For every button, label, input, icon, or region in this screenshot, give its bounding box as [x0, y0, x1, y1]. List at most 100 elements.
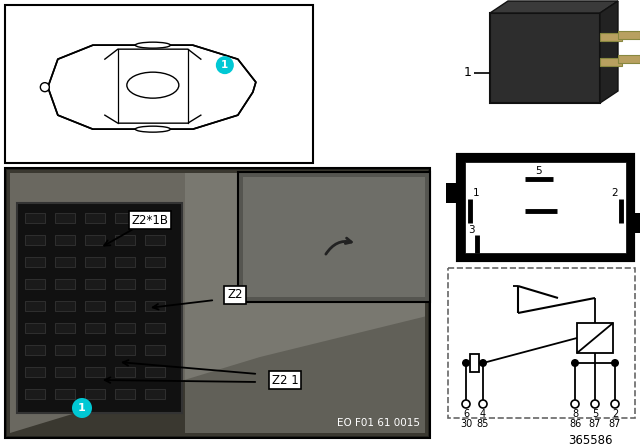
Ellipse shape	[127, 72, 179, 98]
Bar	[55, 235, 75, 245]
Polygon shape	[600, 1, 618, 103]
Polygon shape	[48, 45, 256, 129]
Bar	[145, 279, 165, 289]
Bar	[25, 345, 45, 355]
Bar	[238, 172, 430, 302]
Bar	[85, 367, 105, 377]
Text: 365586: 365586	[568, 434, 612, 447]
Bar	[85, 279, 105, 289]
Text: 87: 87	[589, 419, 601, 429]
Bar	[115, 389, 135, 399]
Polygon shape	[446, 183, 458, 203]
Bar	[5, 5, 313, 163]
Bar	[490, 13, 600, 103]
Ellipse shape	[135, 126, 170, 132]
Text: 85: 85	[477, 419, 489, 429]
Text: 87: 87	[609, 419, 621, 429]
Bar	[145, 301, 165, 311]
Text: 6: 6	[463, 409, 469, 419]
Bar	[55, 257, 75, 267]
Bar	[465, 162, 626, 253]
Bar	[470, 354, 479, 372]
Text: 5: 5	[592, 409, 598, 419]
Bar	[5, 168, 430, 438]
Circle shape	[479, 359, 487, 367]
Text: 1: 1	[464, 66, 472, 79]
Bar	[618, 55, 640, 63]
Bar	[145, 345, 165, 355]
Bar	[115, 345, 135, 355]
Bar	[25, 301, 45, 311]
Bar	[115, 367, 135, 377]
Bar	[145, 257, 165, 267]
Bar	[55, 367, 75, 377]
Bar	[55, 213, 75, 223]
Bar	[25, 323, 45, 333]
Text: 3: 3	[468, 225, 474, 235]
Bar	[115, 279, 135, 289]
Bar	[25, 213, 45, 223]
Bar	[115, 257, 135, 267]
Circle shape	[462, 359, 470, 367]
Text: EO F01 61 0015: EO F01 61 0015	[337, 418, 420, 428]
Text: 1: 1	[78, 403, 86, 413]
Text: 1: 1	[473, 188, 479, 198]
Circle shape	[611, 359, 619, 367]
Polygon shape	[633, 213, 640, 233]
Circle shape	[571, 400, 579, 408]
Bar	[25, 257, 45, 267]
Circle shape	[591, 400, 599, 408]
Bar	[85, 323, 105, 333]
Bar	[600, 58, 622, 66]
Bar	[85, 213, 105, 223]
Bar	[55, 323, 75, 333]
Text: 2: 2	[612, 409, 618, 419]
Text: 8: 8	[572, 409, 578, 419]
Circle shape	[462, 400, 470, 408]
Text: 4: 4	[480, 409, 486, 419]
Bar	[450, 5, 635, 140]
Text: Z2*1B: Z2*1B	[131, 214, 168, 227]
Ellipse shape	[135, 42, 170, 48]
Text: Z2: Z2	[227, 289, 243, 302]
Bar	[55, 279, 75, 289]
Bar	[17, 203, 182, 413]
Bar	[115, 301, 135, 311]
Bar	[577, 323, 613, 353]
Bar	[115, 323, 135, 333]
Text: 30: 30	[460, 419, 472, 429]
Circle shape	[571, 359, 579, 367]
Bar	[85, 389, 105, 399]
Bar	[85, 257, 105, 267]
Text: Z2 1: Z2 1	[271, 374, 298, 387]
Bar	[7, 170, 428, 436]
Bar	[115, 213, 135, 223]
Bar	[145, 389, 165, 399]
Bar	[55, 301, 75, 311]
Circle shape	[479, 400, 487, 408]
Polygon shape	[490, 1, 618, 13]
Bar	[145, 235, 165, 245]
Polygon shape	[10, 173, 425, 433]
Text: 86: 86	[569, 419, 581, 429]
Circle shape	[611, 400, 619, 408]
Bar	[600, 33, 622, 41]
Bar	[85, 345, 105, 355]
Bar	[448, 268, 635, 418]
Bar	[85, 301, 105, 311]
Circle shape	[40, 83, 49, 92]
Bar	[145, 323, 165, 333]
Bar	[25, 389, 45, 399]
Bar	[145, 367, 165, 377]
Circle shape	[216, 56, 234, 74]
Bar	[458, 155, 633, 260]
Bar	[243, 177, 425, 297]
Bar	[25, 367, 45, 377]
Bar	[25, 279, 45, 289]
Bar	[115, 235, 135, 245]
Bar	[618, 31, 640, 39]
Text: 1: 1	[221, 60, 228, 70]
Text: 5: 5	[536, 166, 542, 176]
Bar	[145, 213, 165, 223]
Bar	[25, 235, 45, 245]
